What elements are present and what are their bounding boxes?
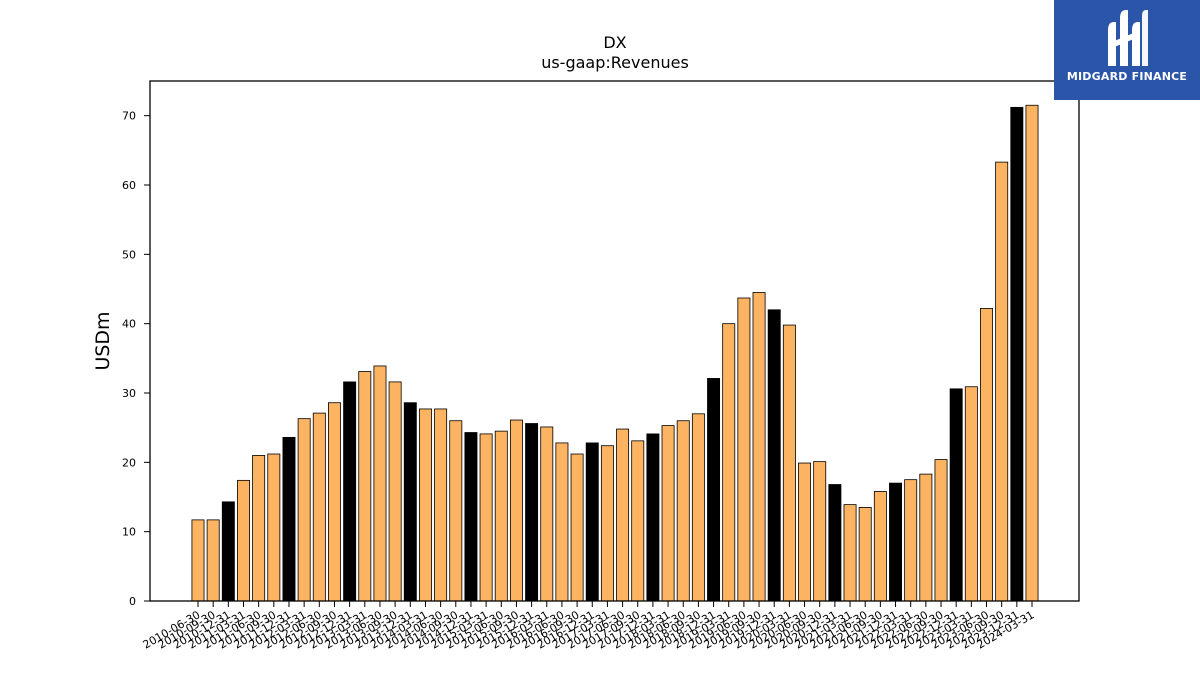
y-tick-label: 50 <box>122 248 136 261</box>
bar-2012-12-31 <box>343 381 357 602</box>
y-tick-label: 40 <box>122 318 136 331</box>
bar-2011-09-30 <box>267 453 281 602</box>
bar-2013-06-30 <box>373 365 387 602</box>
bar-2021-06-30 <box>858 506 872 602</box>
y-tick-label: 60 <box>122 179 136 192</box>
bar-2010-12-31 <box>221 501 235 602</box>
bar-2010-06-30 <box>191 519 205 602</box>
bar-2013-12-31 <box>403 402 417 602</box>
bar-2011-12-31 <box>282 436 296 602</box>
bar-2017-03-31 <box>600 445 614 602</box>
bar-2023-12-31 <box>1010 106 1024 602</box>
bar-2012-06-30 <box>312 412 326 602</box>
chart-subtitle: us-gaap:Revenues <box>541 53 689 72</box>
bar-2019-03-31 <box>722 323 736 602</box>
bar-2014-12-31 <box>464 432 478 602</box>
bar-2012-03-31 <box>297 418 311 602</box>
bar-2011-06-30 <box>252 454 266 602</box>
bar-2017-06-30 <box>616 428 630 602</box>
bar-2022-06-30 <box>919 473 933 602</box>
bar-2021-09-30 <box>873 491 887 602</box>
y-tick-label: 10 <box>122 526 136 539</box>
bar-2023-03-31 <box>964 386 978 602</box>
bar-2020-03-31 <box>782 324 796 602</box>
bar-2016-09-30 <box>570 453 584 602</box>
bar-2012-09-30 <box>328 402 341 602</box>
midgard-m-logo-icon <box>1108 10 1148 66</box>
y-tick-label: 0 <box>129 595 136 608</box>
y-tick-label: 30 <box>122 387 136 400</box>
bar-2022-12-31 <box>949 388 963 602</box>
bar-2020-12-31 <box>828 484 842 602</box>
bar-2019-09-30 <box>752 292 766 602</box>
bar-2023-06-30 <box>980 308 993 602</box>
bar-2015-06-30 <box>494 430 508 602</box>
bar-2021-12-31 <box>889 482 902 602</box>
y-axis-ticks: 0 10 20 30 40 50 60 70 <box>122 110 150 608</box>
bar-2011-03-31 <box>237 479 250 602</box>
y-tick-label: 20 <box>122 456 136 469</box>
bar-2010-09-30 <box>206 519 220 602</box>
bar-2017-12-31 <box>646 433 660 602</box>
brand-logo: MIDGARD FINANCE <box>1054 0 1200 100</box>
brand-name: MIDGARD FINANCE <box>1066 70 1188 83</box>
bar-2019-06-30 <box>737 297 751 602</box>
x-axis-ticks: 2010-06-302010-09-302010-12-312011-03-31… <box>141 601 1037 652</box>
chart-title: DX <box>603 33 626 52</box>
bar-2016-06-30 <box>555 442 569 602</box>
bar-2018-12-31 <box>707 378 721 602</box>
bar-2019-12-31 <box>767 309 781 602</box>
bars-group <box>191 104 1039 602</box>
bar-2022-09-30 <box>934 459 948 602</box>
bar-2014-03-31 <box>418 408 432 602</box>
plot-frame <box>149 80 1080 602</box>
bar-2015-03-31 <box>479 433 493 602</box>
bar-2015-12-31 <box>525 423 539 602</box>
bar-2020-09-30 <box>813 461 827 602</box>
bar-2014-09-30 <box>449 420 463 602</box>
bar-2018-09-30 <box>691 413 705 602</box>
bar-2017-09-30 <box>631 440 645 602</box>
bar-2013-09-30 <box>388 381 402 602</box>
bar-2014-06-30 <box>434 408 448 602</box>
bar-2018-03-31 <box>661 425 675 602</box>
bar-2023-09-30 <box>995 161 1009 602</box>
y-axis-label: USDm <box>92 311 114 370</box>
bar-2016-12-31 <box>585 442 599 602</box>
bar-2022-03-31 <box>904 479 918 602</box>
bar-2018-06-30 <box>676 420 690 602</box>
bar-2016-03-31 <box>540 426 554 602</box>
bar-2020-06-30 <box>798 462 812 602</box>
bar-2015-09-30 <box>509 419 523 602</box>
bar-2024-03-31 <box>1025 104 1039 602</box>
y-tick-label: 70 <box>122 110 136 123</box>
bar-2013-03-31 <box>358 371 372 602</box>
bar-2021-03-31 <box>843 504 857 602</box>
